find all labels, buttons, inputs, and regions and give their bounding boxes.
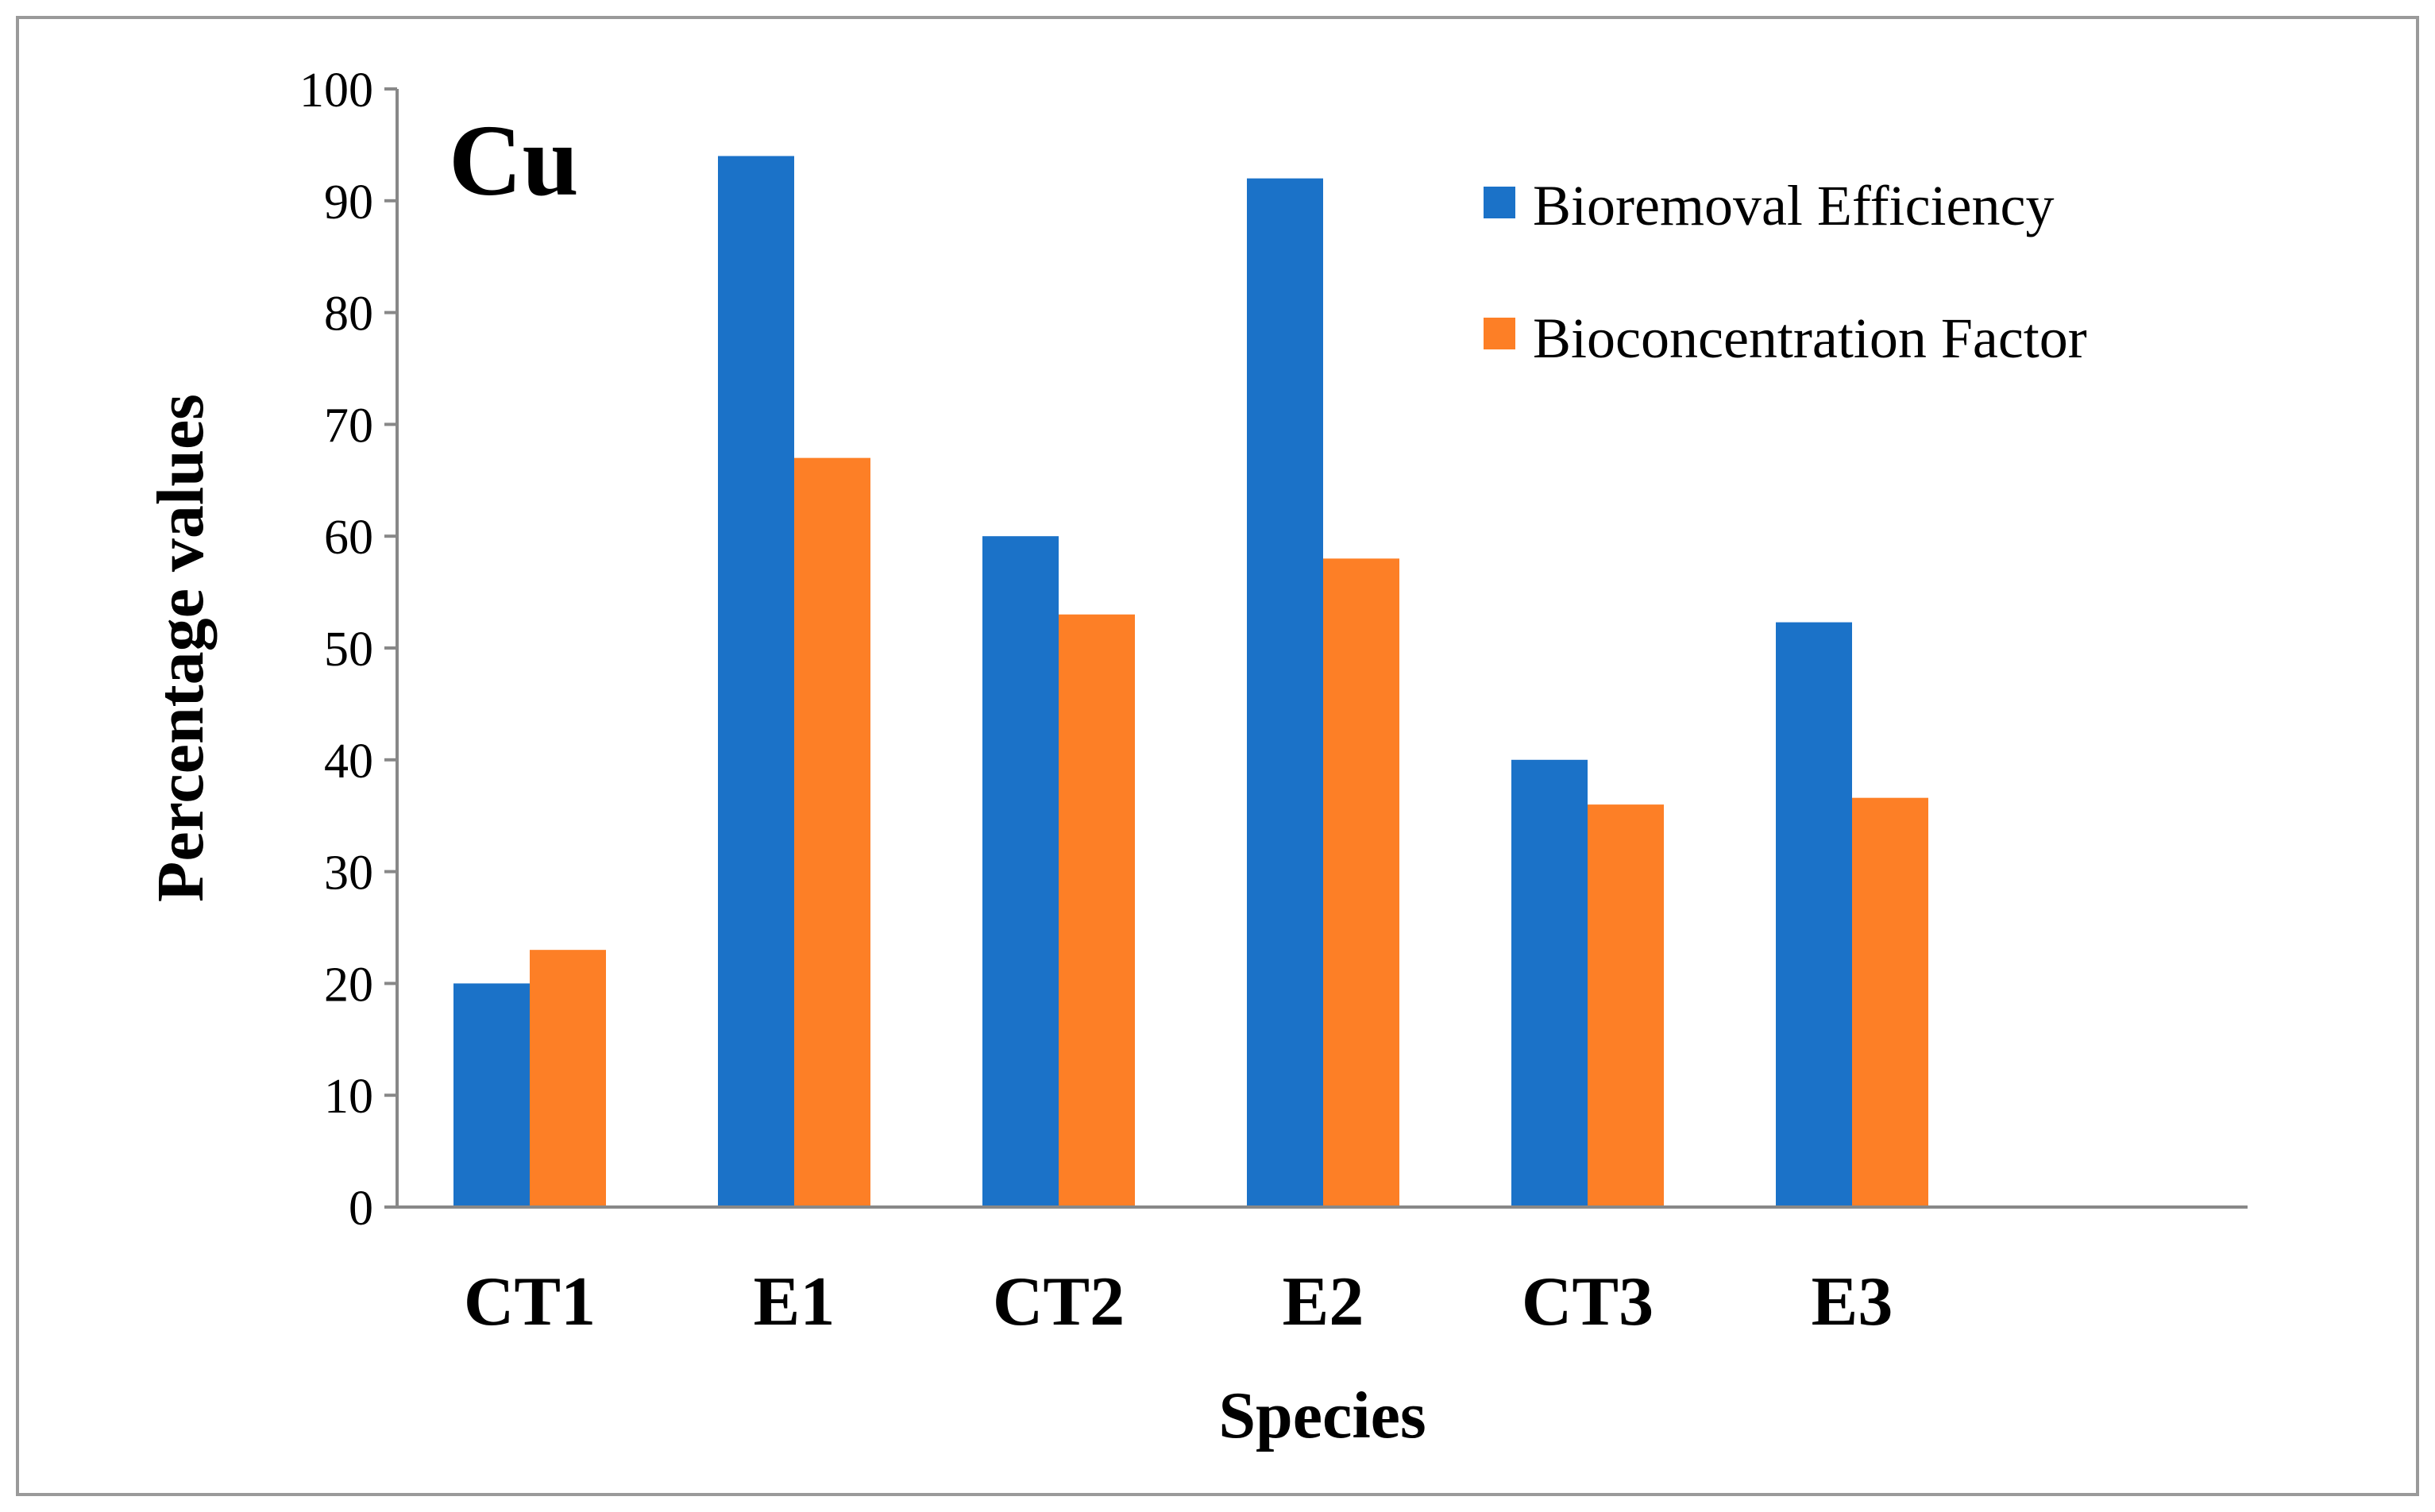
x-tick-label-e1: E1 [754,1263,835,1340]
y-tick-label: 80 [324,287,373,341]
legend-swatch-bioremoval [1484,187,1515,218]
bar-bioremoval-ct3 [1511,759,1588,1207]
x-tick-label-ct2: CT2 [993,1263,1125,1340]
y-tick-label: 0 [349,1182,373,1236]
legend-label-bioconcentration: Bioconcentration Factor [1533,307,2087,370]
y-tick-label: 50 [324,623,373,677]
bar-bioconcentration-ct1 [530,950,606,1207]
x-tick-label-e2: E2 [1283,1263,1364,1340]
bar-bioremoval-ct1 [453,983,530,1207]
y-tick-label: 30 [324,847,373,901]
y-tick-label: 20 [324,958,373,1012]
bar-bioremoval-e1 [718,156,794,1208]
legend-label-bioremoval: Bioremoval Efficiency [1533,174,2054,237]
y-tick-label: 100 [299,64,373,118]
bars-layer [453,156,1928,1208]
x-tick-label-ct3: CT3 [1522,1263,1654,1340]
x-tick-label-e3: E3 [1812,1263,1893,1340]
y-tick-label: 90 [324,176,373,230]
bar-bioconcentration-ct2 [1059,614,1135,1207]
bar-bioconcentration-e2 [1323,558,1399,1207]
y-axis-title: Percentage values [144,394,218,902]
bar-bioremoval-e3 [1776,622,1852,1207]
x-tick-label-ct1: CT1 [464,1263,596,1340]
bar-bioremoval-ct2 [982,536,1059,1207]
bar-bioconcentration-e3 [1852,797,1928,1207]
y-tick-label: 60 [324,511,373,565]
y-tick-label: 10 [324,1070,373,1124]
bar-bioconcentration-ct3 [1588,804,1664,1207]
chart-border [16,16,2419,1496]
y-tick-label: 40 [324,735,373,789]
x-axis-title: Species [1218,1379,1426,1452]
chart-title: Cu [449,104,579,217]
x-labels-layer: CT1 E1 CT2 E2 CT3 E3 [464,1263,1893,1340]
legend-swatch-bioconcentration [1484,318,1515,349]
y-ticks-layer: 0 10 20 30 40 50 60 70 80 90 100 [299,64,397,1236]
bar-bioconcentration-e1 [794,457,870,1207]
legend: Bioremoval Efficiency Bioconcentration F… [1484,174,2087,370]
bar-bioremoval-e2 [1247,178,1323,1207]
y-tick-label: 70 [324,399,373,453]
